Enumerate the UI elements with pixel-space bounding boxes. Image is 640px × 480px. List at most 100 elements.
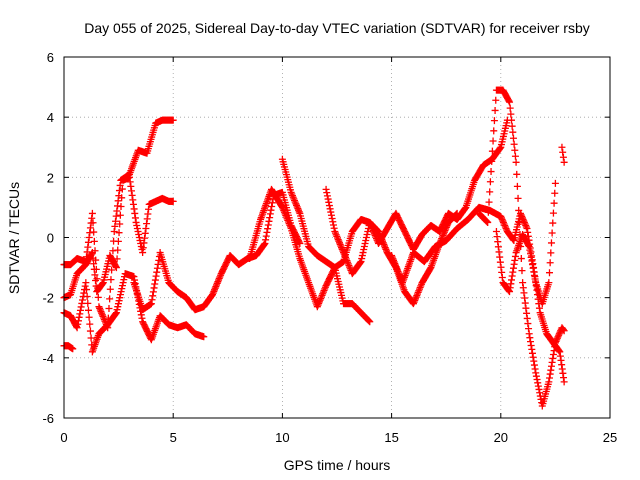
data-point bbox=[94, 293, 102, 301]
data-point bbox=[558, 143, 566, 151]
data-point bbox=[483, 218, 491, 226]
data-point bbox=[88, 214, 96, 222]
data-point bbox=[95, 303, 103, 311]
data-point bbox=[129, 196, 137, 204]
data-point bbox=[489, 137, 497, 145]
data-point bbox=[319, 288, 327, 296]
data-point bbox=[360, 243, 368, 251]
data-point bbox=[524, 320, 532, 328]
data-point bbox=[547, 366, 555, 374]
data-point bbox=[417, 282, 425, 290]
data-point bbox=[331, 227, 339, 235]
data-point bbox=[132, 218, 140, 226]
data-point bbox=[551, 339, 559, 347]
series-track-5 bbox=[130, 188, 304, 314]
x-axis-label: GPS time / hours bbox=[284, 457, 391, 473]
series-track-6 bbox=[246, 185, 374, 326]
data-point bbox=[324, 195, 332, 203]
data-point bbox=[141, 234, 149, 242]
data-point bbox=[366, 220, 374, 228]
data-point bbox=[555, 330, 563, 338]
data-point bbox=[336, 240, 344, 248]
data-point bbox=[546, 374, 554, 382]
data-point bbox=[527, 250, 535, 258]
data-point bbox=[368, 225, 376, 233]
data-point bbox=[147, 300, 155, 308]
data-point bbox=[149, 288, 157, 296]
data-point bbox=[144, 210, 152, 218]
data-point bbox=[90, 228, 98, 236]
data-point bbox=[548, 358, 556, 366]
data-point bbox=[133, 221, 141, 229]
data-point bbox=[143, 215, 151, 223]
data-point bbox=[262, 232, 270, 240]
data-point bbox=[268, 202, 276, 210]
data-point bbox=[509, 268, 517, 276]
data-point bbox=[484, 218, 492, 226]
data-point bbox=[414, 288, 422, 296]
data-point bbox=[327, 208, 335, 216]
data-point bbox=[506, 284, 514, 292]
data-point bbox=[547, 362, 555, 370]
data-point bbox=[413, 290, 421, 298]
data-point bbox=[216, 273, 224, 281]
data-point bbox=[364, 227, 372, 235]
data-point bbox=[365, 317, 373, 325]
data-point bbox=[508, 122, 516, 130]
data-point bbox=[94, 284, 102, 292]
data-point bbox=[329, 218, 337, 226]
data-point bbox=[531, 365, 539, 373]
data-point bbox=[416, 283, 424, 291]
data-point bbox=[116, 291, 124, 299]
data-point bbox=[286, 221, 294, 229]
data-point bbox=[284, 218, 292, 226]
data-point bbox=[366, 318, 374, 326]
data-point bbox=[553, 334, 561, 342]
data-point bbox=[498, 268, 506, 276]
data-point bbox=[559, 153, 567, 161]
data-point bbox=[338, 244, 346, 252]
data-point bbox=[531, 275, 539, 283]
data-point bbox=[296, 240, 304, 248]
data-point bbox=[344, 260, 352, 268]
data-point bbox=[323, 189, 331, 197]
data-point bbox=[535, 385, 543, 393]
data-point bbox=[86, 327, 94, 335]
data-point bbox=[498, 274, 506, 282]
data-point bbox=[110, 237, 118, 245]
data-point bbox=[522, 304, 530, 312]
data-point bbox=[137, 311, 145, 319]
data-point bbox=[509, 264, 517, 272]
data-point bbox=[340, 250, 348, 258]
data-point bbox=[148, 296, 156, 304]
data-point bbox=[213, 281, 221, 289]
y-tick-label: -2 bbox=[42, 291, 54, 306]
x-tick-label: 25 bbox=[603, 430, 617, 445]
data-point bbox=[555, 331, 563, 339]
data-point bbox=[526, 334, 534, 342]
data-point bbox=[413, 292, 421, 300]
data-point bbox=[200, 333, 208, 341]
y-tick-label: -6 bbox=[42, 411, 54, 426]
data-point bbox=[214, 278, 222, 286]
data-point bbox=[111, 222, 119, 230]
data-point bbox=[554, 333, 562, 341]
data-point bbox=[73, 324, 81, 332]
data-point bbox=[285, 220, 293, 228]
data-point bbox=[280, 207, 288, 215]
data-point bbox=[548, 229, 556, 237]
data-point bbox=[508, 116, 516, 124]
data-point bbox=[499, 218, 507, 226]
data-point bbox=[559, 326, 567, 334]
data-point bbox=[115, 192, 123, 200]
data-point bbox=[553, 336, 561, 344]
data-point bbox=[138, 314, 146, 322]
data-point bbox=[262, 236, 270, 244]
data-point bbox=[488, 147, 496, 155]
data-point bbox=[496, 258, 504, 266]
data-point bbox=[115, 297, 123, 305]
data-point bbox=[100, 316, 108, 324]
data-point bbox=[127, 187, 135, 195]
data-point bbox=[81, 282, 89, 290]
